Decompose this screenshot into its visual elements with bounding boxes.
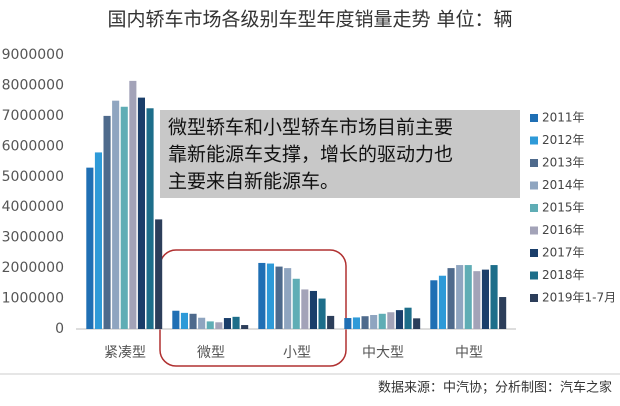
- bar: [180, 312, 188, 329]
- bar: [94, 152, 102, 329]
- bar: [473, 271, 481, 329]
- y-tick-label: 4000000: [2, 199, 64, 215]
- legend-swatch: [530, 136, 538, 145]
- bar: [258, 262, 266, 329]
- bar: [232, 316, 240, 329]
- legend-swatch: [530, 249, 538, 257]
- bar: [378, 313, 386, 329]
- y-tick-label: 2000000: [2, 260, 64, 276]
- bar: [481, 269, 489, 329]
- bar: [387, 312, 395, 329]
- legend-label: 2011年: [542, 111, 585, 125]
- x-tick-label: 紧凑型: [104, 344, 146, 361]
- bar: [464, 265, 472, 329]
- legend-swatch: [530, 271, 538, 280]
- x-tick-label: 微型: [197, 345, 225, 361]
- bar: [344, 318, 352, 329]
- y-tick-label: 6000000: [2, 138, 64, 154]
- y-tick-label: 7000000: [2, 108, 64, 124]
- chart-title: 国内轿车市场各级别车型年度销量走势 单位：辆: [107, 9, 512, 31]
- bar: [318, 298, 326, 329]
- y-tick-label: 5000000: [2, 169, 64, 185]
- legend-label: 2019年1-7月: [542, 291, 616, 305]
- bar: [361, 316, 369, 329]
- bar: [292, 278, 300, 329]
- bar: [275, 266, 283, 329]
- legend-label: 2016年: [542, 223, 585, 237]
- x-tick-label: 中型: [455, 345, 483, 361]
- bar: [103, 115, 111, 329]
- bar: [241, 325, 249, 329]
- bar: [395, 310, 403, 329]
- bar: [206, 321, 214, 329]
- bar: [404, 307, 412, 329]
- bar: [370, 314, 378, 329]
- bar: [430, 280, 438, 329]
- bar: [120, 106, 128, 329]
- bar: [266, 263, 274, 329]
- bar: [137, 97, 145, 329]
- annotation-box: [160, 110, 520, 198]
- annotation: 微型轿车和小型轿车市场目前主要: [168, 117, 453, 139]
- legend-swatch: [530, 204, 538, 212]
- legend-swatch: [530, 294, 538, 302]
- legend-swatch: [530, 114, 538, 122]
- bar: [499, 297, 507, 329]
- y-tick-label: 9000000: [2, 47, 64, 63]
- bar: [146, 108, 154, 330]
- bar: [352, 317, 360, 329]
- bar: [438, 275, 446, 329]
- bar: [223, 318, 231, 329]
- bar: [189, 313, 197, 329]
- bar: [456, 265, 464, 329]
- legend-label: 2015年: [542, 201, 585, 215]
- y-tick-label: 3000000: [2, 230, 64, 246]
- bar: [86, 167, 94, 329]
- bar: [413, 318, 421, 329]
- bar: [215, 322, 223, 329]
- y-tick-label: 8000000: [2, 77, 64, 93]
- y-tick-label: 0: [55, 321, 64, 337]
- y-tick-label: 1000000: [2, 291, 64, 307]
- bar: [301, 289, 309, 329]
- legend-swatch: [530, 159, 538, 167]
- legend-label: 2017年: [542, 246, 585, 260]
- x-tick-label: 中大型: [362, 345, 404, 361]
- bar: [155, 219, 163, 329]
- bar: [172, 310, 180, 329]
- bar: [198, 317, 206, 329]
- legend-label: 2013年: [542, 156, 585, 170]
- annotation: 靠新能源车支撑，增长的驱动力也: [168, 144, 453, 166]
- legend-swatch: [530, 226, 538, 235]
- annotation: 主要来自新能源车。: [168, 171, 339, 193]
- bar: [309, 290, 317, 329]
- bar: [129, 80, 137, 329]
- legend-label: 2014年: [542, 178, 585, 192]
- x-tick-label: 小型: [283, 345, 311, 361]
- bar: [490, 265, 498, 329]
- bar: [112, 100, 120, 330]
- bar: [447, 268, 455, 329]
- legend-swatch: [530, 181, 538, 190]
- source: 数据来源：中汽协；分析制图：汽车之家: [378, 380, 612, 396]
- legend-label: 2012年: [542, 133, 585, 147]
- bar: [327, 315, 335, 329]
- legend-label: 2018年: [542, 268, 585, 282]
- bar: [284, 268, 292, 329]
